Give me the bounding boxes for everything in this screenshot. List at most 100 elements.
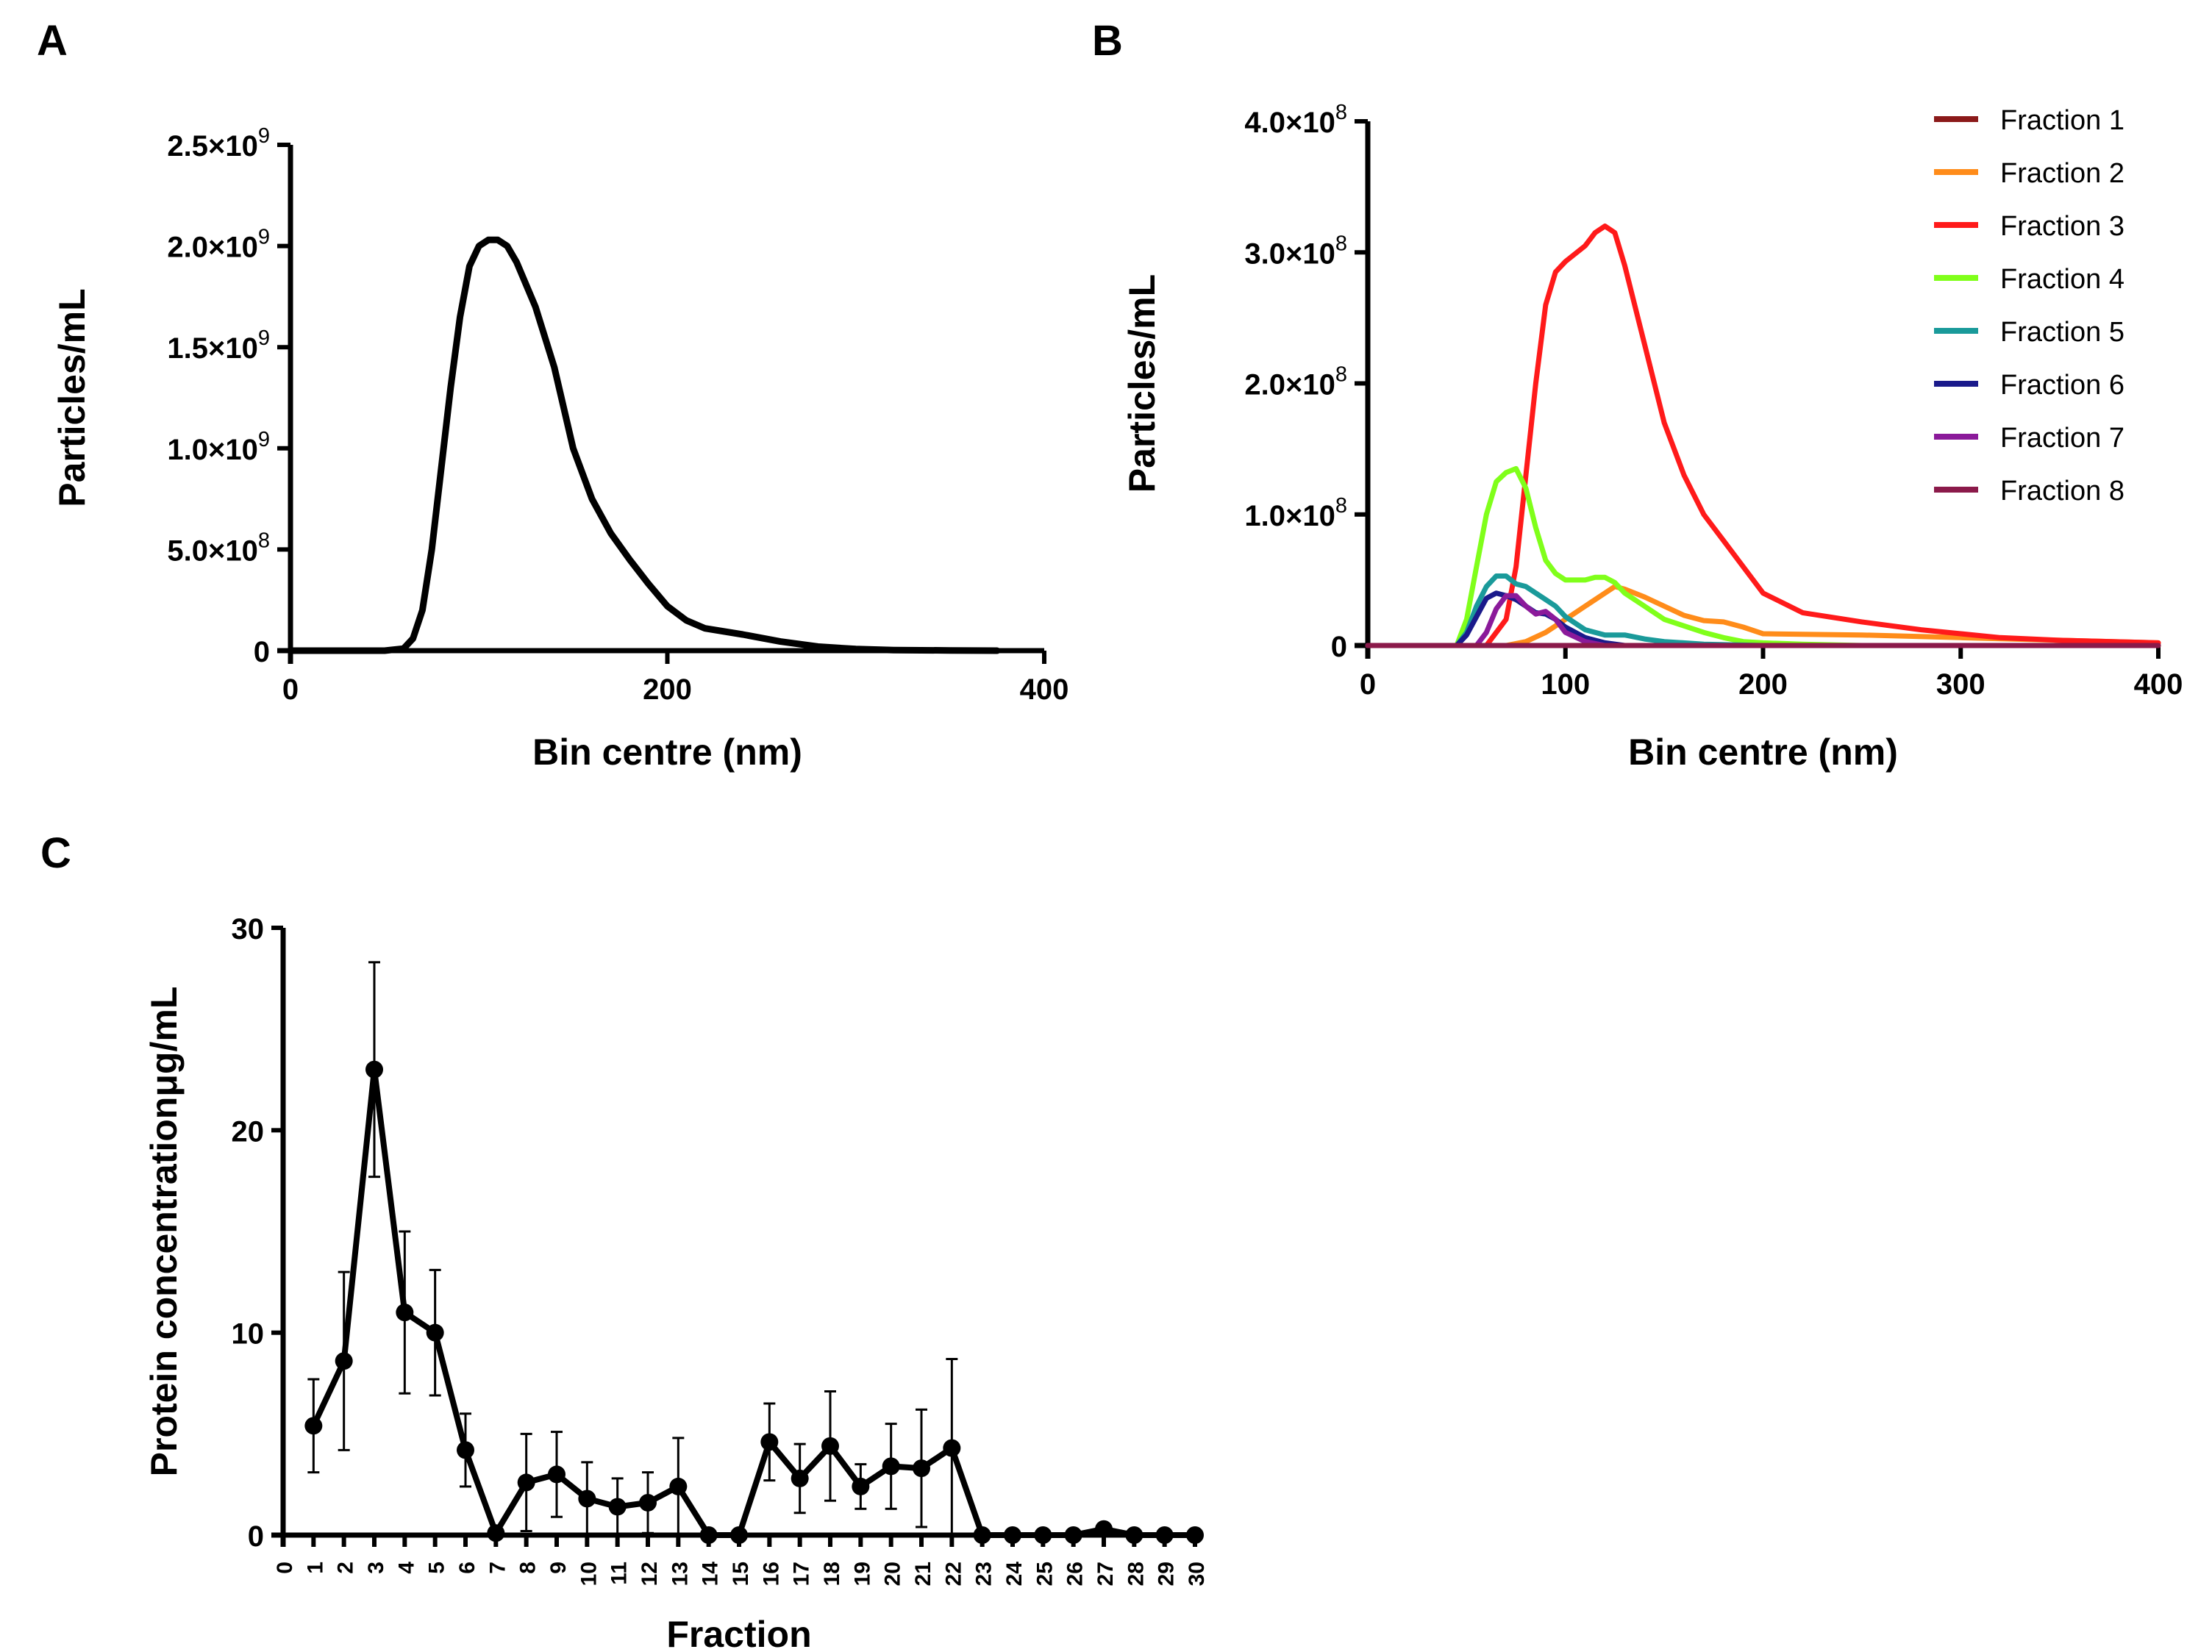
legend-label: Fraction 8 bbox=[2000, 476, 2124, 507]
y-axis-label: Particles/mL bbox=[51, 288, 93, 507]
data-point bbox=[608, 1498, 627, 1516]
data-point bbox=[335, 1352, 353, 1370]
y-tick-label-mantissa: 0 bbox=[1331, 631, 1347, 663]
x-tick-label: 1 bbox=[303, 1562, 327, 1574]
y-tick-label: 4.0×108 bbox=[1244, 101, 1347, 139]
x-tick-label: 26 bbox=[1063, 1562, 1088, 1586]
y-tick-label-exponent: 8 bbox=[1335, 494, 1347, 518]
legend-label: Fraction 2 bbox=[2000, 158, 2124, 189]
panel-label-b: B bbox=[1092, 17, 1123, 65]
legend-label: Fraction 7 bbox=[2000, 423, 2124, 454]
data-point bbox=[791, 1469, 809, 1487]
series-line-1 bbox=[310, 1066, 1198, 1538]
data-point bbox=[699, 1526, 718, 1544]
x-tick-label: 0 bbox=[273, 1562, 297, 1574]
y-axis-label: Particles/mL bbox=[1121, 274, 1163, 493]
data-point bbox=[973, 1526, 991, 1544]
x-tick-label: 10 bbox=[577, 1562, 601, 1586]
x-tick-label: 400 bbox=[1020, 673, 1069, 706]
y-tick-label: 3.0×108 bbox=[1244, 232, 1347, 270]
data-point bbox=[457, 1441, 474, 1459]
x-tick-label: 200 bbox=[643, 673, 692, 706]
y-tick-label-mantissa: 3.0×10 bbox=[1244, 237, 1335, 270]
y-tick-label: 5.0×108 bbox=[167, 529, 270, 567]
series-line-1 bbox=[287, 236, 1001, 654]
x-axis-label: Fraction bbox=[666, 1614, 811, 1652]
x-tick-label: 400 bbox=[2134, 668, 2183, 701]
x-tick-label: 20 bbox=[881, 1562, 905, 1586]
y-tick-label: 2.0×108 bbox=[1244, 363, 1347, 401]
y-tick-label-mantissa: 2.5×10 bbox=[167, 130, 257, 162]
y-tick-label-mantissa: 1.0×10 bbox=[167, 434, 257, 466]
legend-label: Fraction 6 bbox=[2000, 370, 2124, 401]
series-line-6 bbox=[1365, 590, 1627, 648]
x-tick-label: 7 bbox=[485, 1562, 510, 1574]
data-point bbox=[396, 1304, 414, 1322]
x-tick-label: 8 bbox=[516, 1562, 540, 1574]
x-tick-label: 5 bbox=[425, 1562, 449, 1574]
y-tick-label-exponent: 9 bbox=[258, 226, 270, 249]
legend-label: Fraction 4 bbox=[2000, 264, 2124, 295]
y-tick-label: 1.0×109 bbox=[167, 428, 270, 466]
y-tick-label-exponent: 9 bbox=[258, 428, 270, 451]
data-point bbox=[365, 1060, 383, 1079]
data-point bbox=[730, 1526, 748, 1544]
y-tick-label: 1.0×108 bbox=[1244, 494, 1347, 532]
x-tick-label: 6 bbox=[455, 1562, 479, 1574]
data-point bbox=[669, 1477, 688, 1495]
y-tick-label: 2.0×109 bbox=[167, 226, 270, 264]
x-axis-label: Bin centre (nm) bbox=[532, 732, 802, 773]
y-tick-label: 10 bbox=[232, 1318, 265, 1351]
series-line-5 bbox=[1365, 573, 1766, 648]
y-tick-label-mantissa: 2.0×10 bbox=[1244, 369, 1335, 401]
y-tick-label-mantissa: 2.0×10 bbox=[167, 232, 257, 264]
y-tick-label: 0 bbox=[254, 636, 270, 668]
data-point bbox=[578, 1490, 596, 1508]
y-tick-label-exponent: 8 bbox=[258, 529, 270, 552]
data-point bbox=[1004, 1526, 1021, 1544]
data-point bbox=[639, 1493, 657, 1512]
data-point bbox=[1034, 1526, 1052, 1544]
series-line-3 bbox=[1365, 224, 2161, 648]
x-tick-label: 12 bbox=[638, 1562, 662, 1586]
x-tick-label: 9 bbox=[546, 1562, 571, 1574]
x-tick-label: 30 bbox=[1185, 1562, 1209, 1586]
data-point bbox=[1155, 1526, 1174, 1544]
y-tick-label: 0 bbox=[248, 1520, 264, 1553]
x-tick-label: 300 bbox=[1936, 668, 1986, 701]
x-tick-label: 4 bbox=[394, 1562, 418, 1574]
legend-label: Fraction 5 bbox=[2000, 317, 2124, 348]
y-tick-label-exponent: 8 bbox=[1335, 363, 1347, 387]
x-axis-label: Bin centre (nm) bbox=[1628, 732, 1898, 773]
y-tick-label-mantissa: 1.5×10 bbox=[167, 332, 257, 365]
data-point bbox=[548, 1465, 566, 1484]
x-tick-label: 2 bbox=[334, 1562, 358, 1574]
y-axis-label: Protein concentrationμg/mL bbox=[143, 987, 185, 1477]
data-point bbox=[913, 1459, 930, 1478]
x-tick-label: 0 bbox=[282, 673, 299, 706]
data-point bbox=[426, 1323, 444, 1342]
y-tick-label: 30 bbox=[232, 913, 265, 945]
x-tick-label: 14 bbox=[699, 1562, 723, 1587]
x-tick-label: 16 bbox=[759, 1562, 783, 1586]
x-tick-label: 21 bbox=[911, 1562, 935, 1586]
y-tick-label-exponent: 9 bbox=[258, 326, 270, 350]
y-tick-label-exponent: 9 bbox=[258, 124, 270, 148]
y-tick-label: 20 bbox=[232, 1115, 265, 1148]
y-tick-label-mantissa: 5.0×10 bbox=[167, 534, 257, 567]
x-tick-label: 23 bbox=[972, 1562, 996, 1586]
data-point bbox=[1186, 1526, 1204, 1544]
x-tick-label: 24 bbox=[1002, 1562, 1027, 1587]
series-line-4 bbox=[1365, 465, 1865, 648]
x-tick-label: 27 bbox=[1093, 1562, 1118, 1586]
panel-label-a: A bbox=[37, 17, 68, 65]
x-tick-label: 22 bbox=[941, 1562, 966, 1586]
y-tick-label: 1.5×109 bbox=[167, 326, 270, 365]
x-tick-label: 17 bbox=[790, 1562, 814, 1586]
data-point bbox=[487, 1524, 505, 1542]
data-point bbox=[852, 1477, 870, 1495]
x-tick-label: 200 bbox=[1738, 668, 1788, 701]
x-tick-label: 18 bbox=[820, 1562, 844, 1586]
data-point bbox=[760, 1433, 779, 1451]
